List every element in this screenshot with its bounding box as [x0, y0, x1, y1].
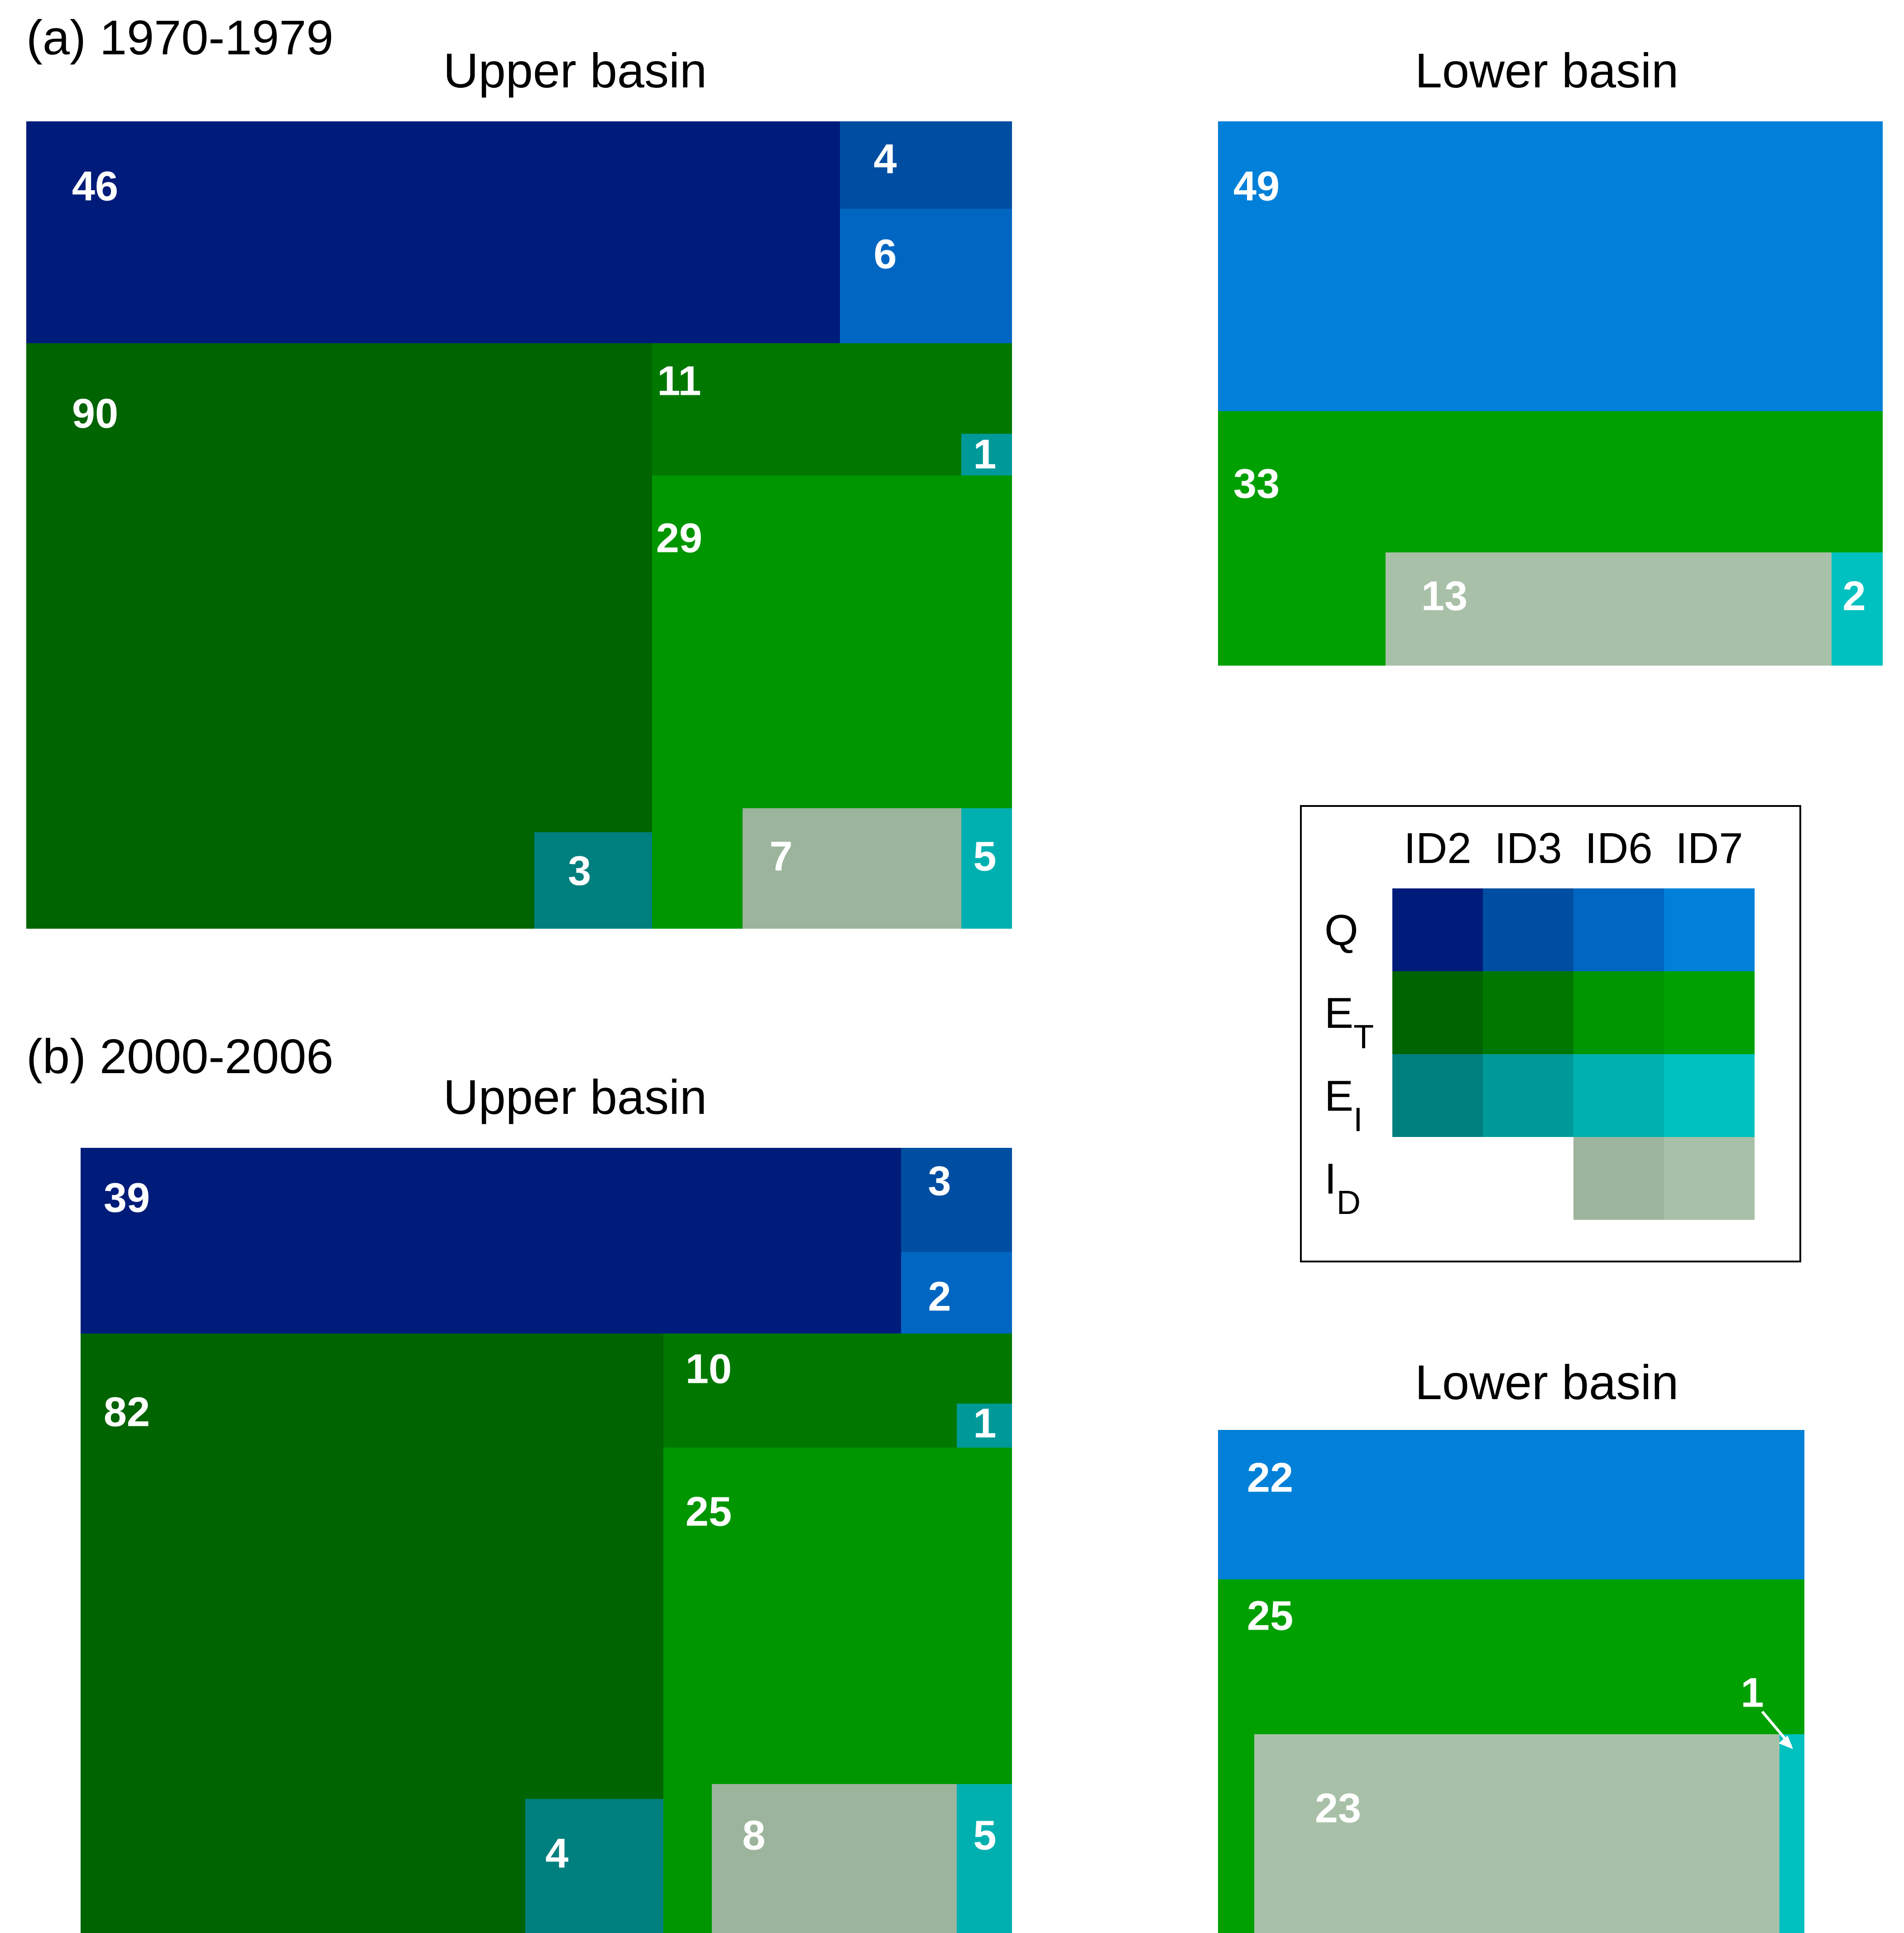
cell-ei-id3 [957, 1404, 1012, 1448]
legend-swatch-et-id2 [1392, 971, 1483, 1054]
cell-value-label: 82 [104, 1389, 150, 1435]
legend-swatch-ei-id3 [1483, 1054, 1573, 1137]
cell-et-id3 [663, 1333, 1012, 1448]
cell-ei-id7 [1779, 1734, 1804, 1933]
cell-q-id2 [81, 1148, 1012, 1333]
cell-value-label: 49 [1233, 163, 1280, 209]
cell-q-id6 [901, 1252, 1012, 1333]
legend-swatch-q-id6 [1573, 888, 1664, 971]
cell-et-id3 [652, 343, 1012, 475]
panel-a-lower-title: Lower basin [1415, 43, 1679, 98]
panel-b-lower-title: Lower basin [1415, 1355, 1679, 1410]
cell-value-label: 25 [1247, 1592, 1293, 1639]
cell-value-label: 2 [928, 1273, 951, 1319]
panel-a-lower-cells: 49 33 13 2 [1218, 121, 1883, 666]
cell-id-id6 [712, 1784, 957, 1933]
legend-headers: ID2 ID3 ID6 ID7 [1404, 824, 1743, 873]
cell-value-label: 4 [545, 1830, 568, 1876]
panel-b-upper: (b) 2000-2006 Upper basin 39 3 2 82 4 10 1 25 8 5 [26, 1029, 1012, 1933]
cell-value-label: 1 [973, 1400, 996, 1446]
cell-ei-id7 [1832, 552, 1883, 666]
cell-value-label: 5 [973, 1812, 996, 1858]
legend-swatch-ei-id7 [1664, 1054, 1755, 1137]
cell-ei-id2 [534, 832, 653, 929]
panel-b-upper-cells: 39 3 2 82 4 10 1 25 8 5 [81, 1148, 1012, 1933]
cell-value-label: 3 [568, 848, 591, 894]
cell-ei-id2 [525, 1799, 665, 1933]
cell-value-label: 46 [72, 163, 118, 209]
legend-swatch-q-id3 [1483, 888, 1573, 971]
cell-q-id7 [1218, 1430, 1804, 1579]
legend-column-header: ID3 [1494, 824, 1562, 873]
panel-b-upper-title: Upper basin [443, 1070, 707, 1124]
legend-swatches [1392, 888, 1755, 1220]
panel-a-label: (a) 1970-1979 [26, 10, 333, 65]
panel-a-upper-title: Upper basin [443, 43, 707, 98]
legend-swatch-q-id7 [1664, 888, 1755, 971]
cell-ei-id6 [957, 1784, 1012, 1933]
cell-id-id7 [1254, 1734, 1779, 1933]
cell-q-id3 [901, 1148, 1012, 1252]
panel-b-lower: Lower basin 22 25 23 1 [1218, 1355, 1804, 1933]
cell-value-label: 90 [72, 390, 118, 436]
cell-ei-id3 [961, 434, 1012, 475]
panel-b-label: (b) 2000-2006 [26, 1029, 333, 1084]
legend-row-label: Q [1324, 906, 1358, 955]
panel-a-lower: Lower basin 49 33 13 2 [1218, 43, 1883, 666]
cell-value-label: 8 [742, 1812, 765, 1858]
legend-column-header: ID2 [1404, 824, 1471, 873]
legend-swatch-et-id6 [1573, 971, 1664, 1054]
cell-q-id2 [26, 121, 841, 343]
cell-value-label: 39 [104, 1175, 150, 1221]
cell-value-label: 11 [657, 358, 701, 404]
cell-value-label: 1 [973, 431, 996, 477]
cell-value-label: 5 [973, 833, 996, 879]
legend-swatch-ei-id2 [1392, 1054, 1483, 1137]
legend-swatch-et-id7 [1664, 971, 1755, 1054]
cell-id-id7 [1386, 552, 1832, 666]
cell-ei-id6 [961, 808, 1012, 929]
legend: ID2 ID3 ID6 ID7 Q ET EI ID [1300, 805, 1801, 1262]
cell-value-label: 13 [1421, 573, 1468, 619]
cell-id-id6 [743, 808, 961, 929]
legend-swatch-q-id2 [1392, 888, 1483, 971]
legend-row-label: ET [1324, 989, 1374, 1055]
cell-value-label: 3 [928, 1158, 951, 1204]
cell-value-label: 23 [1315, 1785, 1361, 1831]
annotation-arrow-head [1779, 1736, 1793, 1749]
cell-value-label: 4 [873, 136, 897, 182]
panel-b-lower-cells: 22 25 23 1 [1218, 1430, 1804, 1933]
legend-swatch-id-id6 [1573, 1137, 1664, 1220]
cell-value-label: 29 [656, 515, 702, 561]
cell-et-id2 [26, 343, 669, 929]
cell-value-label: 10 [686, 1346, 732, 1392]
legend-swatch-id-id7 [1664, 1137, 1755, 1220]
legend-column-header: ID7 [1675, 824, 1743, 873]
cell-value-label: 33 [1233, 460, 1280, 507]
cell-value-label: 6 [873, 231, 897, 277]
cell-value-label: 7 [769, 833, 792, 879]
legend-rows: Q ET EI ID [1324, 906, 1374, 1221]
cell-q-id7 [1218, 121, 1883, 411]
cell-q-id3 [840, 121, 1012, 209]
cell-value-label: 1 [1741, 1669, 1764, 1716]
cell-q-id6 [840, 209, 1012, 343]
legend-column-header: ID6 [1585, 824, 1652, 873]
cell-value-label: 22 [1247, 1454, 1293, 1501]
legend-swatch-ei-id6 [1573, 1054, 1664, 1137]
legend-row-label: EI [1324, 1072, 1363, 1138]
legend-row-label: ID [1324, 1155, 1361, 1221]
cell-value-label: 25 [686, 1488, 732, 1535]
cell-value-label: 2 [1842, 573, 1866, 619]
legend-swatch-et-id3 [1483, 971, 1573, 1054]
